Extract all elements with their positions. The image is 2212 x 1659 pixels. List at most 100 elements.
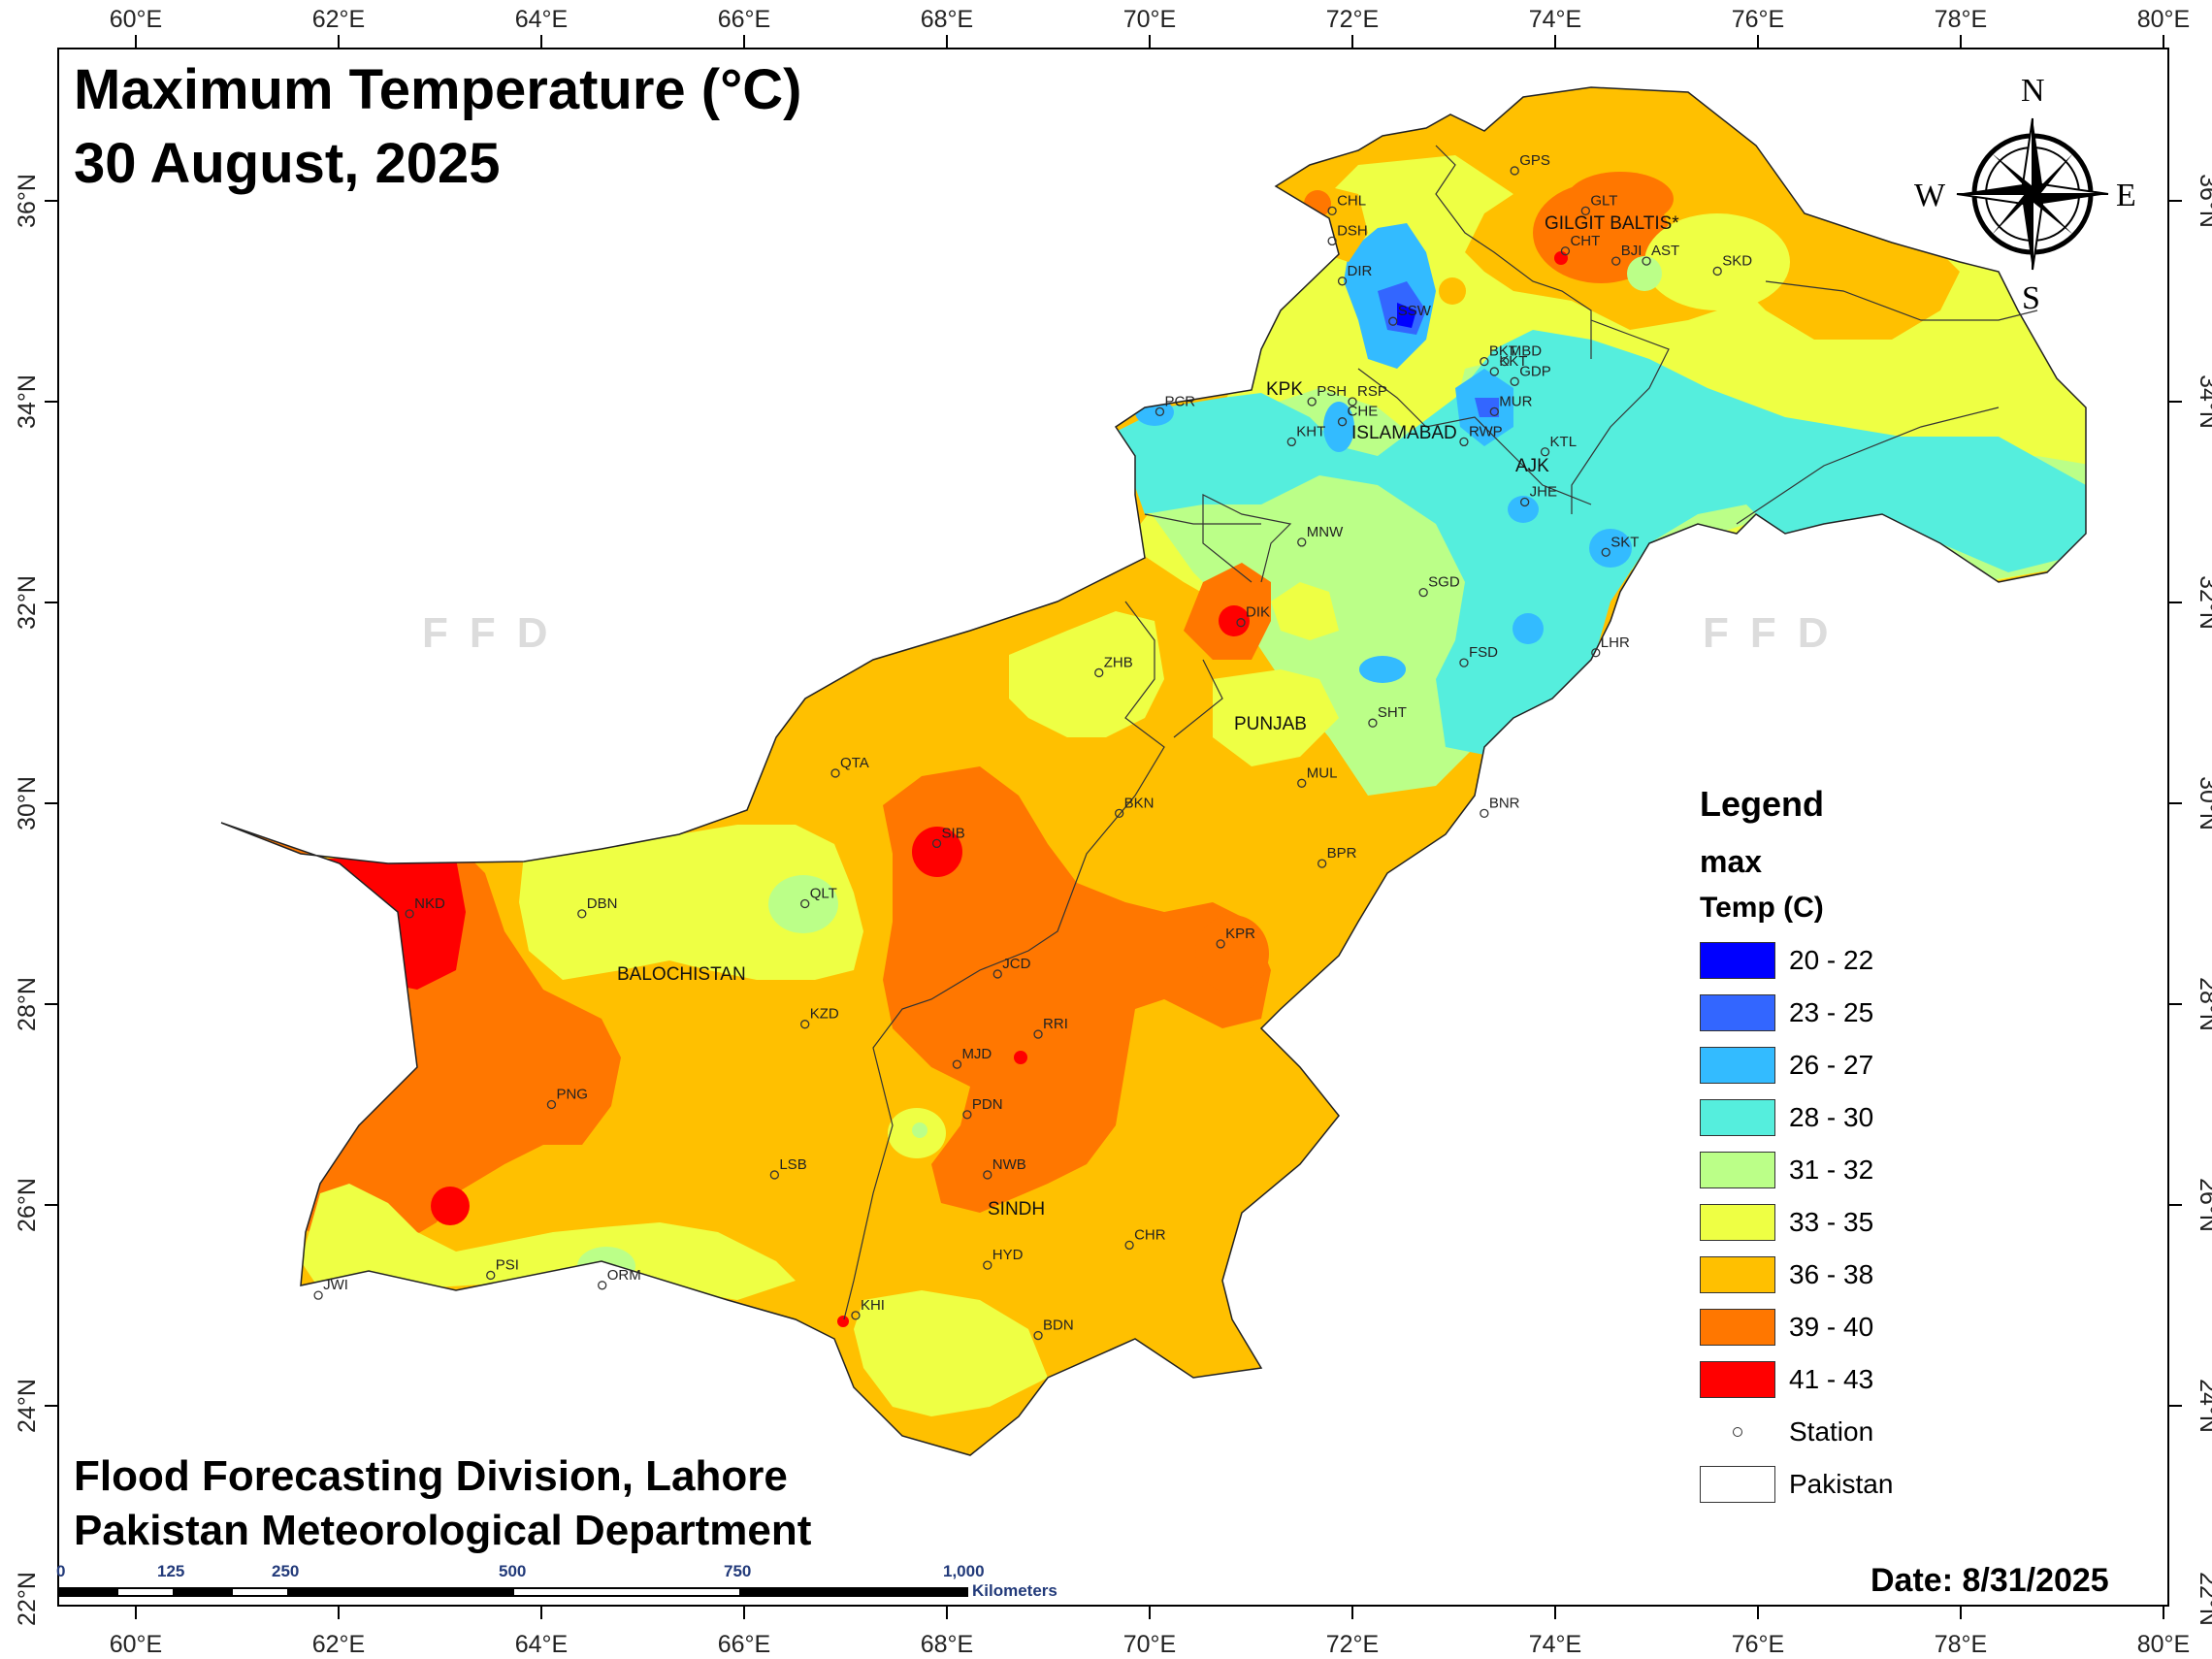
station-label: KZD: [810, 1006, 839, 1023]
lat-label-right: 24°N: [2195, 1379, 2212, 1433]
station-label: LSB: [779, 1156, 806, 1173]
pakistan-boundary: [220, 86, 2087, 1456]
station-label: CHT: [1570, 233, 1600, 249]
legend-station-label: Station: [1789, 1416, 1874, 1447]
station-marker: [405, 909, 414, 919]
station-marker: [546, 1099, 557, 1110]
province-boundaries: [843, 145, 2038, 1320]
lon-label-top: 80°E: [2137, 6, 2190, 33]
legend-class-row: 26 - 27: [1700, 1039, 1991, 1091]
station-label: GDP: [1519, 363, 1551, 379]
station-marker: [1216, 939, 1225, 949]
legend-swatch: [1700, 994, 1775, 1031]
boundary-swatch: [1700, 1466, 1775, 1503]
lon-label-bottom: 64°E: [515, 1631, 568, 1658]
station-marker: [1489, 407, 1499, 417]
lat-label-left: 30°N: [14, 776, 41, 830]
legend-class-row: 39 - 40: [1700, 1301, 1991, 1353]
station-label: DIK: [1246, 604, 1270, 621]
legend-class-row: 20 - 22: [1700, 934, 1991, 987]
station-label: MUR: [1499, 393, 1532, 409]
station-marker: [1459, 437, 1469, 447]
station-label: QLT: [810, 886, 837, 902]
legend-class-label: 23 - 25: [1789, 997, 1874, 1027]
legend-class-label: 39 - 40: [1789, 1312, 1874, 1342]
legend-boundary-label: Pakistan: [1789, 1469, 1894, 1499]
legend-swatch: [1700, 942, 1775, 979]
lat-label-right: 28°N: [2195, 977, 2212, 1031]
station-label: GLT: [1590, 192, 1617, 209]
station-marker: [1480, 808, 1489, 818]
legend-title: Legend: [1700, 784, 1825, 824]
station-label: QTA: [840, 755, 869, 771]
station-marker: [1033, 1029, 1043, 1039]
station-label: CHR: [1134, 1226, 1166, 1243]
station-marker: [1642, 256, 1651, 266]
lat-label-left: 28°N: [14, 977, 41, 1031]
lon-label-bottom: 72°E: [1326, 1631, 1379, 1658]
station-label: DBN: [587, 895, 618, 912]
station-marker: [830, 768, 840, 778]
lon-label-top: 68°E: [921, 6, 973, 33]
legend-layer: max: [1700, 844, 1763, 879]
credit-pmd: Pakistan Meteorological Department: [74, 1507, 812, 1554]
station-marker: [1591, 648, 1601, 658]
lat-label-right: 26°N: [2195, 1178, 2212, 1232]
station-marker: [769, 1170, 779, 1180]
region-label-kpk: KPK: [1266, 379, 1303, 400]
legend-swatch: [1700, 1361, 1775, 1398]
north-arrow: N S E W: [1914, 73, 2136, 316]
station-marker: [983, 1170, 992, 1180]
map-title: Maximum Temperature (°C): [74, 58, 802, 121]
station-marker: [983, 1260, 992, 1270]
lon-label-bottom: 62°E: [312, 1631, 365, 1658]
legend-class-label: 33 - 35: [1789, 1207, 1874, 1237]
station-label: FSD: [1469, 644, 1498, 661]
station-marker: [931, 838, 942, 849]
station-marker: [1611, 256, 1621, 266]
scale-label-500: 500: [499, 1562, 526, 1580]
legend-swatch: [1700, 1047, 1775, 1084]
lon-label-bottom: 70°E: [1123, 1631, 1176, 1658]
credit-ffd: Flood Forecasting Division, Lahore: [74, 1452, 788, 1500]
lon-label-top: 76°E: [1732, 6, 1784, 33]
legend-class-row: 33 - 35: [1700, 1196, 1991, 1249]
station-label: MJD: [961, 1046, 992, 1062]
station-label: KHT: [1296, 423, 1325, 439]
station-marker: [1327, 206, 1337, 216]
lon-label-bottom: 60°E: [110, 1631, 162, 1658]
issue-date: Date: 8/31/2025: [1870, 1562, 2109, 1599]
station-marker: [1337, 417, 1348, 427]
station-marker: [992, 969, 1002, 979]
station-marker: [1459, 658, 1469, 667]
legend-swatch: [1700, 1099, 1775, 1136]
lat-label-left: 32°N: [14, 575, 41, 630]
station-label: KHI: [861, 1297, 885, 1314]
scale-label-125: 125: [157, 1562, 184, 1580]
station-label: DIR: [1348, 263, 1373, 279]
station-label: PCR: [1164, 393, 1195, 409]
station-marker: [598, 1281, 607, 1290]
lat-label-right: 34°N: [2195, 374, 2212, 429]
station-label: PDN: [972, 1096, 1003, 1113]
lon-label-bottom: 74°E: [1529, 1631, 1581, 1658]
lon-label-top: 62°E: [312, 6, 365, 33]
scale-unit: Kilometers: [972, 1581, 1057, 1600]
region-label-islamabad: ISLAMABAD: [1351, 423, 1457, 443]
region-label-punjab: PUNJAB: [1234, 714, 1307, 734]
station-label: CHL: [1337, 192, 1366, 209]
station-label: SKT: [1610, 534, 1639, 550]
region-label-sindh: SINDH: [988, 1199, 1045, 1220]
station-marker: [1500, 356, 1510, 367]
lat-label-right: 22°N: [2195, 1572, 2212, 1626]
station-label: PSH: [1317, 383, 1347, 400]
station-marker: [577, 909, 587, 919]
station-label: BNR: [1489, 795, 1520, 811]
legend-class-row: 23 - 25: [1700, 987, 1991, 1039]
station-marker: [1094, 667, 1104, 678]
scale-label-250: 250: [272, 1562, 299, 1580]
station-label: GPS: [1519, 152, 1550, 169]
station-label: RRI: [1043, 1016, 1068, 1032]
station-marker: [1236, 618, 1246, 628]
